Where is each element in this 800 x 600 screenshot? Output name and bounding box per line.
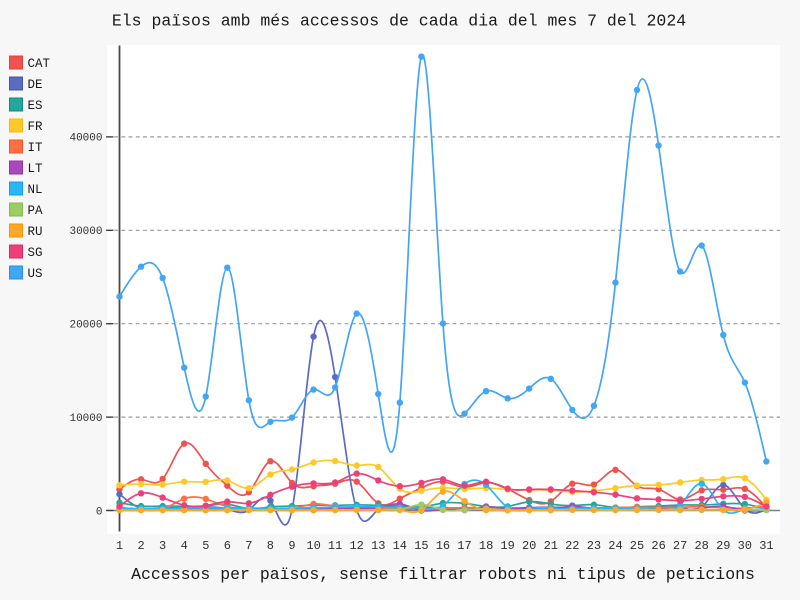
svg-text:CAT: CAT <box>28 57 51 71</box>
svg-text:30000: 30000 <box>69 226 102 238</box>
svg-text:9: 9 <box>288 539 295 553</box>
svg-text:7: 7 <box>245 539 252 553</box>
svg-text:25: 25 <box>630 539 644 553</box>
svg-text:SG: SG <box>28 246 43 260</box>
svg-text:30: 30 <box>738 539 752 553</box>
svg-text:LT: LT <box>28 162 44 176</box>
svg-text:4: 4 <box>181 539 188 553</box>
svg-text:1: 1 <box>116 539 123 553</box>
svg-text:DE: DE <box>28 78 43 92</box>
svg-text:PA: PA <box>28 204 44 218</box>
svg-text:17: 17 <box>457 539 471 553</box>
svg-text:3: 3 <box>159 539 166 553</box>
svg-text:0: 0 <box>96 506 103 518</box>
svg-text:6: 6 <box>224 539 231 553</box>
svg-text:15: 15 <box>414 539 428 553</box>
svg-text:RU: RU <box>28 225 43 239</box>
svg-text:26: 26 <box>651 539 665 553</box>
svg-text:23: 23 <box>587 539 601 553</box>
svg-text:10000: 10000 <box>69 413 102 425</box>
svg-text:29: 29 <box>716 539 730 553</box>
svg-text:12: 12 <box>349 539 363 553</box>
svg-text:21: 21 <box>544 539 558 553</box>
svg-text:40000: 40000 <box>69 133 102 145</box>
svg-text:Accessos per països, sense fil: Accessos per països, sense filtrar robot… <box>131 565 755 584</box>
svg-text:27: 27 <box>673 539 687 553</box>
svg-text:US: US <box>28 267 43 281</box>
svg-text:14: 14 <box>393 539 407 553</box>
svg-text:16: 16 <box>436 539 450 553</box>
svg-text:FR: FR <box>28 120 44 134</box>
svg-text:Els països amb més accessos de: Els països amb més accessos de cada dia … <box>112 12 686 31</box>
svg-text:11: 11 <box>328 539 342 553</box>
svg-text:28: 28 <box>694 539 708 553</box>
svg-text:19: 19 <box>500 539 514 553</box>
svg-text:20000: 20000 <box>69 320 102 332</box>
svg-text:ES: ES <box>28 99 43 113</box>
svg-text:20: 20 <box>522 539 536 553</box>
svg-text:8: 8 <box>267 539 274 553</box>
svg-text:IT: IT <box>28 141 44 155</box>
svg-text:10: 10 <box>306 539 320 553</box>
svg-text:31: 31 <box>759 539 773 553</box>
svg-text:22: 22 <box>565 539 579 553</box>
svg-text:5: 5 <box>202 539 209 553</box>
svg-text:13: 13 <box>371 539 385 553</box>
svg-text:18: 18 <box>479 539 493 553</box>
svg-text:2: 2 <box>137 539 144 553</box>
svg-text:24: 24 <box>608 539 622 553</box>
svg-text:NL: NL <box>28 183 43 197</box>
